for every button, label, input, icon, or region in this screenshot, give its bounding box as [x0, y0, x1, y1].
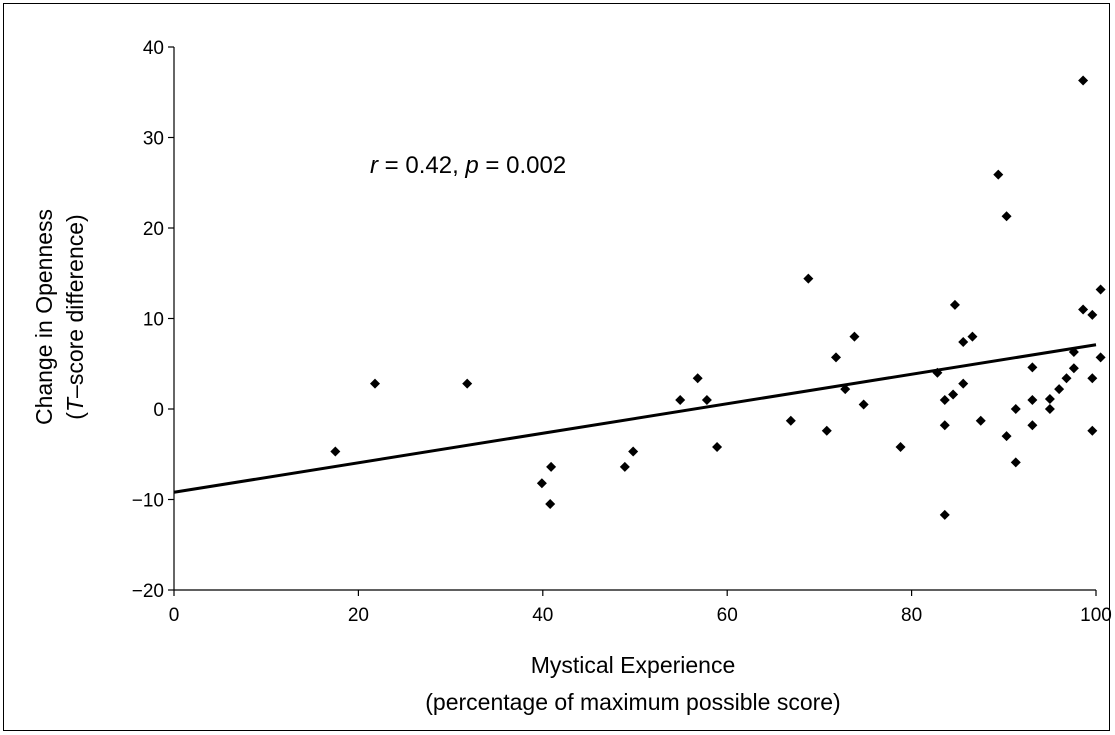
x-tick-label: 20: [348, 605, 369, 626]
data-point: [1010, 404, 1021, 414]
correlation-annotation: r = 0.42, p = 0.002: [370, 152, 566, 179]
annotation-p-symbol: p: [464, 152, 478, 179]
data-point: [895, 442, 906, 453]
data-point: [949, 299, 960, 310]
data-point: [1068, 363, 1079, 374]
data-point: [1001, 431, 1012, 442]
data-point: [967, 331, 978, 342]
data-point: [619, 461, 630, 472]
data-point: [939, 420, 950, 431]
y-tick-label: 0: [153, 400, 164, 421]
data-point: [545, 499, 556, 510]
data-point: [993, 169, 1004, 180]
x-tick-label: 100: [1080, 605, 1112, 626]
x-axis-title-line1: Mystical Experience: [531, 652, 736, 678]
data-point: [939, 509, 950, 520]
data-point: [1027, 362, 1038, 373]
data-point: [1087, 373, 1098, 384]
axis-ticks: −20 −10 0 10 20 30 40 0 20 40 60 80 100: [132, 38, 1112, 626]
annotation-r-symbol: r: [370, 152, 379, 179]
y-axis-title-rest: –score difference): [62, 214, 88, 398]
data-point: [369, 378, 380, 389]
data-point: [803, 273, 814, 284]
data-point: [1044, 394, 1055, 405]
data-point: [628, 446, 639, 457]
data-point: [939, 394, 950, 405]
chart-frame: [3, 3, 1110, 731]
data-point: [1001, 211, 1012, 222]
data-point: [975, 415, 986, 426]
y-tick-label: 30: [143, 129, 164, 150]
annotation-p-value: = 0.002: [479, 152, 566, 179]
data-point: [1061, 373, 1072, 384]
data-point: [932, 367, 943, 378]
data-point: [849, 331, 860, 342]
data-point: [701, 394, 712, 405]
y-axis-title-line2: (T–score difference): [62, 214, 88, 419]
data-point: [785, 415, 796, 426]
data-point: [1095, 352, 1106, 363]
data-point: [1068, 346, 1079, 357]
data-point: [858, 399, 869, 410]
data-point: [712, 442, 723, 453]
data-point: [692, 373, 703, 384]
data-point: [948, 389, 959, 400]
data-point: [536, 478, 547, 489]
data-point: [1095, 284, 1106, 295]
data-point: [1078, 75, 1089, 86]
y-tick-label: 40: [143, 38, 164, 59]
data-point: [462, 378, 473, 389]
regression-line: [173, 343, 1097, 494]
trendline-group: [173, 343, 1097, 494]
y-tick-label: 20: [143, 219, 164, 240]
data-point: [821, 425, 832, 436]
data-point: [840, 384, 851, 395]
y-tick-label: 10: [143, 310, 164, 331]
x-axis-title-line2: (percentage of maximum possible score): [425, 689, 840, 715]
data-point: [1027, 394, 1038, 405]
data-point: [1087, 425, 1098, 436]
data-point: [958, 337, 969, 348]
data-points: [330, 75, 1106, 520]
axes: [173, 47, 1096, 591]
y-axis-title: Change in Openness (T–score difference): [31, 209, 88, 425]
y-axis-title-line1: Change in Openness: [31, 209, 57, 425]
x-tick-label: 40: [532, 605, 553, 626]
data-point: [958, 378, 969, 389]
data-point: [1054, 384, 1065, 395]
x-tick-label: 80: [901, 605, 922, 626]
y-axis-title-paren: (: [62, 412, 88, 420]
data-point: [675, 394, 686, 405]
data-point: [1010, 457, 1021, 468]
x-tick-label: 0: [169, 605, 180, 626]
data-point: [830, 352, 841, 363]
data-point: [1078, 304, 1089, 315]
data-point: [1044, 404, 1055, 414]
data-point: [1027, 420, 1038, 431]
y-tick-label: −20: [132, 581, 164, 602]
data-point: [546, 461, 557, 472]
data-point: [1087, 309, 1098, 320]
data-point: [330, 446, 341, 457]
y-axis-title-t: T: [62, 396, 88, 412]
annotation-r-value: = 0.42,: [378, 152, 465, 179]
x-tick-label: 60: [717, 605, 738, 626]
y-tick-label: −10: [132, 491, 164, 512]
